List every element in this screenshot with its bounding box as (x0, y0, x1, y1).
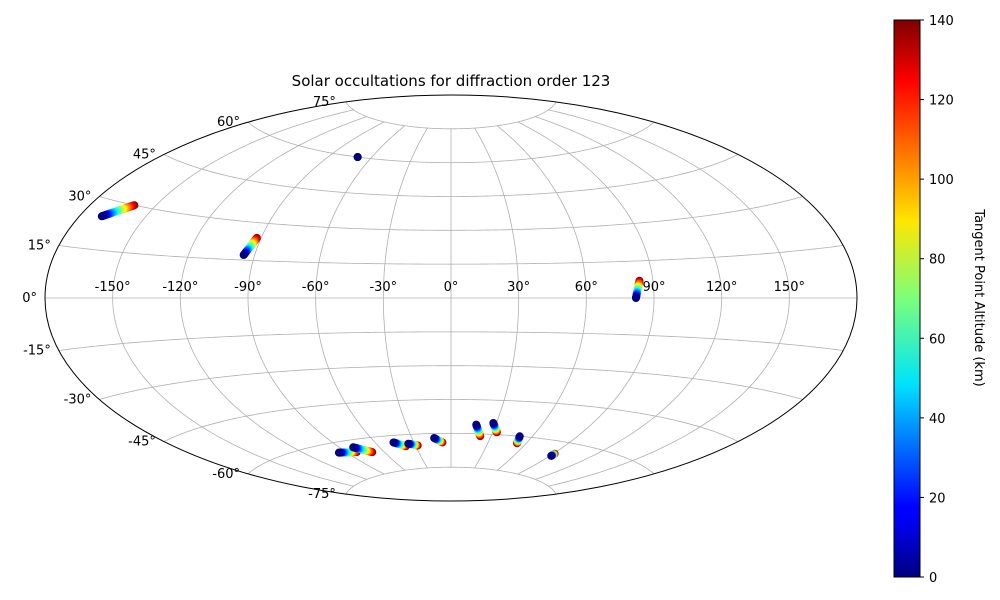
longitude-tick-label: -120° (162, 280, 198, 295)
longitude-tick-labels: -150° -120° -90° -60° -30° 0° 30° 60° 90° 120° 150… (95, 280, 805, 295)
latitude-tick-labels: 75° 60° 45° 30° 15° 0° -15° -30° -45° -60° -75° (22, 95, 336, 502)
parallel-line (247, 121, 655, 164)
colorbar-label: Tangent Point Altitude (km) (971, 208, 986, 386)
track-point (389, 438, 398, 447)
latitude-tick-label: 0° (22, 291, 37, 306)
colorbar-tick-label: 80 (929, 253, 946, 268)
track-point (489, 418, 498, 427)
colorbar-ticks: 0 20 40 60 80 100 120 140 (920, 14, 954, 586)
parallel-line (163, 154, 739, 197)
occultation-track (631, 276, 644, 302)
colorbar-tick-label: 120 (929, 94, 954, 109)
longitude-tick-label: -150° (95, 280, 131, 295)
colorbar-tick-label: 140 (929, 14, 954, 29)
colorbar-tick-label: 0 (929, 571, 937, 586)
occultation-track (430, 434, 447, 447)
longitude-tick-label: 90° (642, 280, 665, 295)
latitude-tick-label: -75° (308, 487, 336, 502)
parallel-line (99, 196, 803, 231)
latitude-tick-label: 75° (313, 95, 336, 110)
longitude-tick-label: -30° (369, 280, 397, 295)
occultation-tracks (97, 153, 644, 460)
track-point (334, 448, 343, 457)
track-point (515, 432, 524, 441)
occultation-track (97, 201, 139, 221)
longitude-tick-label: 60° (575, 280, 598, 295)
longitude-tick-label: -60° (302, 280, 330, 295)
parallel-line (247, 432, 655, 475)
occultation-track (547, 449, 559, 460)
colorbar-tick-label: 40 (929, 412, 946, 427)
track-point (472, 420, 481, 429)
chart-title: Solar occultations for diffraction order… (292, 72, 611, 90)
parallel-line (163, 399, 739, 442)
parallel-line (99, 365, 803, 400)
track-point (239, 251, 248, 260)
occultation-track (404, 439, 422, 450)
parallel-line (58, 245, 844, 265)
track-point (97, 212, 106, 221)
occultation-track (239, 233, 261, 260)
longitude-tick-label: -90° (234, 280, 262, 295)
occultation-track (513, 432, 524, 448)
track-point (547, 451, 556, 460)
occultation-track (489, 418, 501, 437)
longitude-tick-label: 150° (774, 280, 805, 295)
colorbar-tick-label: 20 (929, 491, 946, 506)
parallel-line (345, 101, 557, 130)
track-point (631, 294, 640, 302)
colorbar-tick-label: 100 (929, 173, 954, 188)
latitude-tick-label: -30° (64, 393, 92, 408)
colorbar: 0 20 40 60 80 100 120 140 Tangent Point Altitud… (893, 14, 986, 586)
occultation-track (349, 443, 377, 457)
longitude-tick-label: 120° (706, 280, 737, 295)
latitude-tick-label: -60° (212, 467, 240, 482)
occultation-track (389, 438, 411, 451)
occultation-track (472, 420, 485, 441)
longitude-tick-label: 30° (507, 280, 530, 295)
colorbar-gradient (893, 19, 921, 578)
track-point (349, 443, 358, 452)
occultation-track (353, 153, 362, 162)
map-outline (44, 94, 858, 502)
latitude-tick-label: 45° (133, 147, 156, 162)
graticule-grid (45, 101, 857, 495)
parallel-line (58, 331, 844, 351)
track-point (404, 439, 413, 448)
parallel-line (345, 466, 557, 495)
track-point (430, 434, 439, 443)
latitude-tick-label: 60° (217, 115, 240, 130)
track-point (353, 153, 362, 162)
longitude-tick-label: 0° (444, 280, 459, 295)
latitude-tick-label: -45° (128, 435, 156, 450)
latitude-tick-label: 15° (28, 238, 51, 253)
latitude-tick-label: -15° (23, 344, 51, 359)
map-plot-area: -150° -120° -90° -60° -30° 0° 30° 60° 90° 120° 150… (22, 94, 858, 502)
colorbar-tick-label: 60 (929, 332, 946, 347)
latitude-tick-label: 30° (68, 190, 91, 205)
